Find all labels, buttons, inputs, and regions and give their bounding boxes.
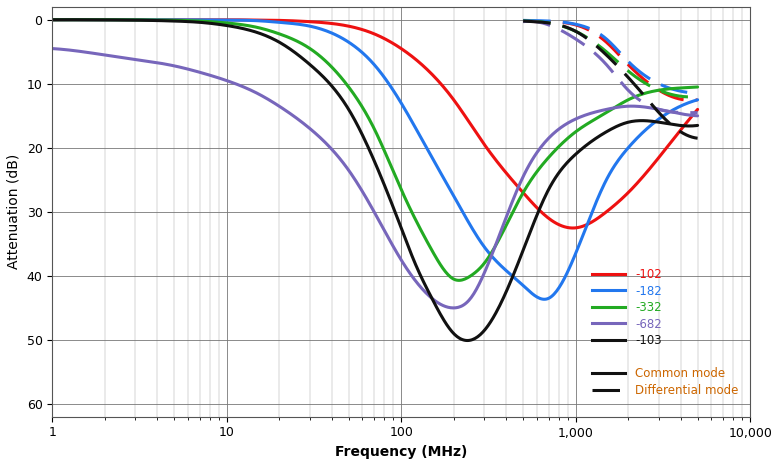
Y-axis label: Attenuation (dB): Attenuation (dB) xyxy=(7,154,21,269)
Legend: -102, -182, -332, -682, -103, , Common mode, Differential mode: -102, -182, -332, -682, -103, , Common m… xyxy=(587,262,744,403)
X-axis label: Frequency (MHz): Frequency (MHz) xyxy=(335,445,467,459)
